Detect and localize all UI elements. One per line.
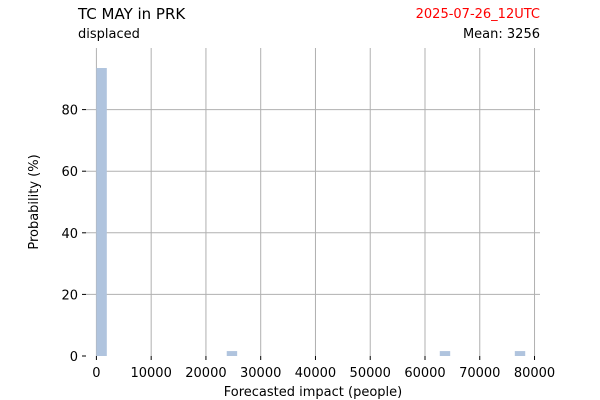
y-tick: 80 <box>61 104 86 119</box>
x-tick-label: 50000 <box>350 366 391 381</box>
x-tick: 70000 <box>459 356 500 381</box>
y-tick: 60 <box>61 165 86 180</box>
x-tick-label: 40000 <box>295 366 336 381</box>
mean-readout: Mean: 3256 <box>463 27 540 42</box>
histogram-bars <box>96 68 526 357</box>
x-tick: 0 <box>92 356 101 381</box>
x-tick: 80000 <box>514 356 555 381</box>
y-tick-label: 60 <box>61 165 78 180</box>
forecast-date: 2025-07-26_12UTC <box>415 7 540 22</box>
y-axis-ticks: 0 20 40 60 80 <box>61 104 86 365</box>
mean-label: Mean: <box>462 27 503 42</box>
histogram-bar <box>226 351 238 356</box>
chart-title: TC MAY in PRK <box>78 5 186 23</box>
histogram-bar <box>96 68 107 357</box>
y-tick: 0 <box>70 350 86 365</box>
x-axis-ticks: 0 10000 20000 30000 40000 50000 60000 70000 8000… <box>92 356 555 381</box>
x-tick-label: 0 <box>92 366 100 381</box>
y-tick-label: 0 <box>70 350 78 365</box>
histogram-bar <box>439 351 451 356</box>
histogram-bar <box>514 351 526 356</box>
grid-lines <box>86 48 540 356</box>
x-tick: 10000 <box>130 356 172 381</box>
y-tick-label: 40 <box>61 227 78 242</box>
y-tick-label: 80 <box>61 104 78 119</box>
x-tick-label: 10000 <box>130 366 171 381</box>
x-tick-label: 70000 <box>459 366 500 381</box>
x-tick: 50000 <box>350 356 391 381</box>
y-tick-label: 20 <box>61 288 78 303</box>
x-tick: 60000 <box>404 356 446 381</box>
x-tick: 40000 <box>295 356 336 381</box>
y-tick: 40 <box>61 227 86 242</box>
x-tick: 20000 <box>185 356 227 381</box>
y-axis-label: Probability (%) <box>27 154 42 249</box>
x-tick-label: 20000 <box>185 366 226 381</box>
x-tick-label: 60000 <box>404 366 445 381</box>
x-tick-label: 80000 <box>514 366 555 381</box>
chart-subtitle: displaced <box>78 27 140 42</box>
y-tick: 20 <box>61 288 86 303</box>
x-tick-label: 30000 <box>240 366 281 381</box>
mean-value: 3256 <box>506 27 540 42</box>
x-tick: 30000 <box>240 356 281 381</box>
x-axis-label: Forecasted impact (people) <box>224 385 402 400</box>
